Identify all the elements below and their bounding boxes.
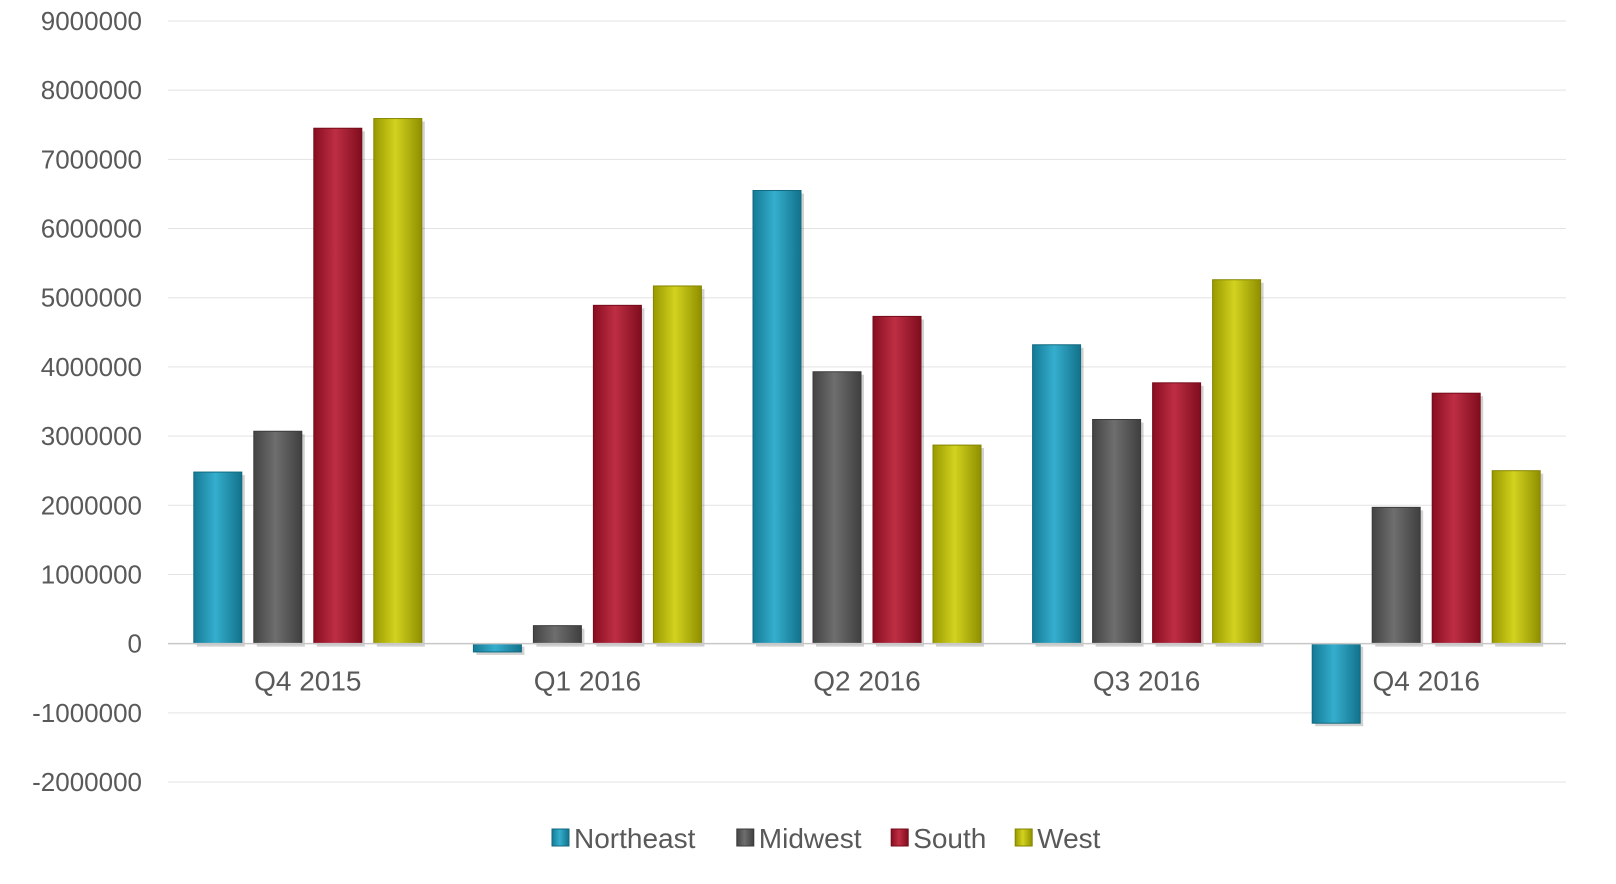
x-axis-tick-labels: Q4 2015 Q1 2016 Q2 2016 Q3 2016 Q4 2016 (254, 666, 1480, 697)
bar (872, 315, 922, 645)
bar (1491, 470, 1541, 645)
bar-west-q3-2016 (1212, 279, 1264, 647)
bar-south-q2-2016 (872, 315, 924, 647)
bar-south-q4-2015 (313, 127, 365, 647)
legend-item-south: South (890, 823, 986, 854)
y-tick-label: -1000000 (32, 698, 142, 728)
legend-label: South (913, 823, 986, 854)
bar-west-q1-2016 (652, 285, 705, 647)
x-tick-label: Q4 2016 (1372, 666, 1479, 697)
bar-northeast-q2-2016 (752, 189, 804, 647)
x-tick-label: Q2 2016 (813, 666, 920, 697)
bar (1092, 418, 1142, 645)
bar-northeast-q1-2016 (472, 643, 525, 655)
x-tick-label: Q1 2016 (534, 666, 641, 697)
bar (313, 127, 363, 645)
bar-west-q4-2015 (373, 118, 425, 647)
legend: Northeast Midwest South West (551, 823, 1101, 854)
bar-midwest-q3-2016 (1092, 418, 1144, 647)
bar (752, 189, 802, 645)
bar-northeast-q4-2015 (193, 471, 245, 647)
y-axis-tick-labels: -2000000 -1000000 0 1000000 2000000 3000000 40… (32, 6, 142, 797)
bar-south-q4-2016 (1431, 392, 1484, 647)
bar-northeast-q4-2016 (1311, 643, 1364, 727)
bar (193, 471, 243, 645)
bar (472, 643, 522, 653)
legend-label: Midwest (759, 823, 862, 854)
bar-northeast-q3-2016 (1032, 344, 1084, 647)
bar (253, 430, 303, 645)
bar (1032, 344, 1082, 645)
legend-swatch (551, 828, 570, 847)
bar (532, 625, 582, 645)
bars (193, 118, 1544, 727)
y-tick-label: 7000000 (41, 144, 142, 174)
bar-south-q3-2016 (1152, 382, 1204, 647)
y-tick-label: 3000000 (41, 421, 142, 451)
y-tick-label: -2000000 (32, 767, 142, 797)
y-tick-label: 2000000 (41, 490, 142, 520)
bar-midwest-q4-2015 (253, 430, 305, 647)
bar (592, 304, 642, 645)
y-tick-label: 4000000 (41, 352, 142, 382)
bar (1371, 506, 1421, 645)
bar (932, 444, 982, 645)
bar-west-q2-2016 (932, 444, 984, 647)
y-tick-label: 1000000 (41, 559, 142, 589)
bar (1431, 392, 1481, 645)
legend-swatch (890, 828, 909, 847)
bar-midwest-q1-2016 (532, 625, 585, 647)
bar (1152, 382, 1202, 645)
legend-item-west: West (1014, 823, 1101, 854)
bar-midwest-q4-2016 (1371, 506, 1424, 647)
bar-midwest-q2-2016 (812, 371, 864, 647)
bar (1212, 279, 1262, 645)
x-tick-label: Q3 2016 (1093, 666, 1200, 697)
legend-swatch (1014, 828, 1033, 847)
bar (373, 118, 423, 645)
bar-west-q4-2016 (1491, 470, 1544, 647)
legend-item-northeast: Northeast (551, 823, 696, 854)
legend-label: West (1037, 823, 1100, 854)
legend-label: Northeast (574, 823, 696, 854)
y-tick-label: 9000000 (41, 6, 142, 36)
bar-south-q1-2016 (592, 304, 645, 647)
y-tick-label: 0 (128, 629, 142, 659)
y-tick-label: 8000000 (41, 75, 142, 105)
x-tick-label: Q4 2015 (254, 666, 361, 697)
y-tick-label: 5000000 (41, 283, 142, 313)
legend-swatch (736, 828, 755, 847)
bar (652, 285, 702, 645)
y-tick-label: 6000000 (41, 214, 142, 244)
legend-item-midwest: Midwest (736, 823, 862, 854)
bar (1311, 643, 1361, 724)
bar (812, 371, 862, 645)
